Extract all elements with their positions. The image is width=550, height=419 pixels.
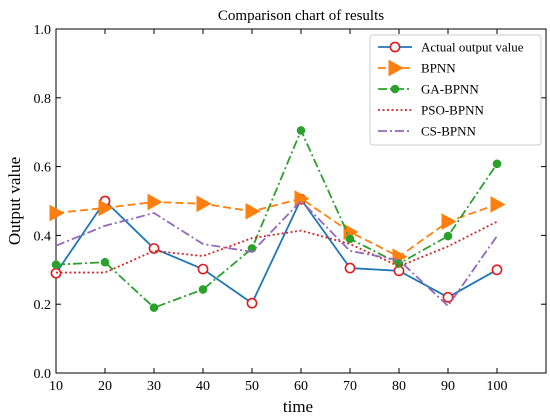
legend: Actual output value BPNN GA-BPNN PSO-BPNN CS… (369, 34, 542, 146)
data-point (147, 193, 163, 211)
y-tick-label: 0.8 (34, 92, 52, 107)
data-point (98, 199, 114, 217)
data-point (196, 195, 212, 213)
data-point (149, 303, 159, 312)
y-tick-label: 0.2 (34, 298, 52, 313)
data-point (442, 291, 454, 303)
y-tick-label: 0.6 (34, 161, 52, 176)
x-tick-label: 60 (294, 379, 308, 394)
data-point (441, 213, 457, 230)
data-point (345, 234, 355, 244)
legend-frame (369, 34, 542, 146)
data-point (344, 262, 356, 274)
x-tick-label: 70 (343, 379, 357, 394)
data-point (49, 204, 65, 222)
data-point (490, 196, 506, 213)
legend-label: BPNN (421, 61, 456, 76)
data-point (100, 257, 110, 267)
data-point (294, 190, 310, 207)
x-tick-label: 50 (245, 379, 259, 394)
x-tick-label: 20 (98, 379, 112, 394)
data-point (198, 285, 208, 294)
y-axis-label: Output value (5, 157, 24, 245)
y-axis-ticks: 0.0 0.2 0.4 0.6 0.8 1.0 (34, 23, 546, 382)
data-point (492, 159, 502, 169)
series-line (55, 197, 498, 258)
x-tick-label: 100 (487, 379, 508, 394)
legend-marker (390, 84, 400, 94)
data-point (51, 260, 61, 269)
data-point (296, 126, 306, 135)
data-point (491, 264, 503, 276)
legend-marker (388, 59, 404, 77)
series-line (56, 220, 498, 274)
series-layer (49, 126, 506, 312)
legend-label: GA-BPNN (421, 82, 479, 97)
series-line (55, 199, 498, 308)
series-3 (56, 220, 498, 274)
data-point (197, 263, 209, 275)
series-line (55, 128, 498, 309)
x-axis-ticks: 10 20 30 40 50 60 70 80 90 100 (49, 29, 508, 394)
y-tick-label: 1.0 (34, 23, 52, 38)
y-tick-label: 0.4 (34, 229, 52, 244)
x-tick-label: 90 (441, 379, 455, 394)
x-axis-label: time (283, 397, 313, 416)
data-point (443, 231, 453, 241)
y-tick-label: 0.0 (34, 367, 52, 382)
legend-label: CS-BPNN (421, 124, 477, 139)
series-4 (55, 199, 498, 308)
series-2 (51, 126, 502, 312)
series-line (55, 197, 498, 305)
x-tick-label: 30 (147, 379, 161, 394)
x-tick-label: 10 (49, 379, 63, 394)
x-tick-label: 80 (392, 379, 406, 394)
x-tick-label: 40 (196, 379, 210, 394)
legend-label: PSO-BPNN (421, 103, 484, 118)
data-point (394, 259, 404, 268)
legend-label: Actual output value (421, 40, 524, 55)
data-point (245, 202, 261, 220)
series-1 (49, 190, 506, 266)
data-point (246, 297, 258, 309)
legend-marker (389, 41, 401, 53)
chart-title: Comparison chart of results (218, 8, 384, 24)
